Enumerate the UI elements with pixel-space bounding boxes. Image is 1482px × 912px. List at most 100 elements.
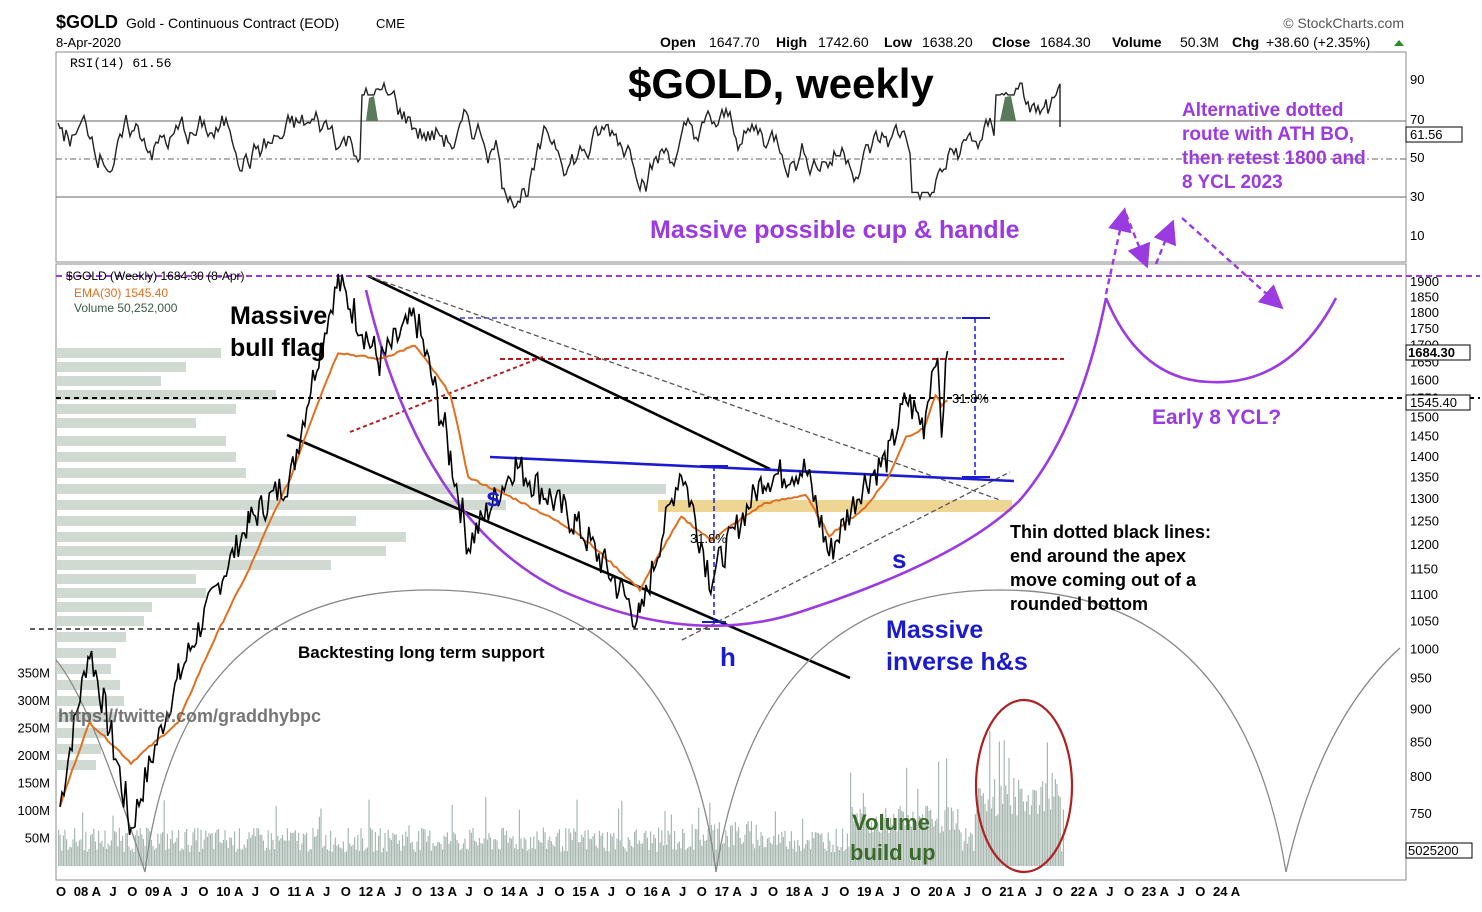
x-tick-label: O (127, 884, 137, 899)
rsi-tick-10: 10 (1410, 228, 1424, 243)
left-shoulder-label: s (486, 482, 500, 512)
x-tick-label: J (537, 884, 544, 899)
price-tick-label: 1500 (1410, 409, 1439, 424)
x-tick-label: J (608, 884, 615, 899)
ema-line (59, 344, 948, 808)
price-tick-label: 1450 (1410, 429, 1439, 444)
x-tick-label: J (750, 884, 757, 899)
x-tick-label: O (626, 884, 636, 899)
x-tick-label: A (661, 884, 671, 899)
volume-tick-label: 50M (25, 831, 50, 846)
high-value: 1742.60 (818, 34, 869, 50)
price-tick-label: 800 (1410, 769, 1432, 784)
x-tick-label: 10 (216, 884, 230, 899)
close-value: 1684.30 (1040, 34, 1091, 50)
price-tick-label: 1050 (1410, 613, 1439, 628)
alt-route-line-4: 8 YCL 2023 (1182, 172, 1283, 193)
bull-flag-line-2: bull flag (230, 334, 326, 362)
price-tick-label: 1400 (1410, 449, 1439, 464)
price-tick-label: 1600 (1410, 372, 1439, 387)
low-value: 1638.20 (922, 34, 973, 50)
volume-tick-label: 100M (17, 803, 50, 818)
x-tick-label: 11 (287, 884, 301, 899)
x-tick-label: O (270, 884, 280, 899)
x-tick-label: 14 (501, 884, 516, 899)
volume-buildup-circle (974, 698, 1074, 874)
low-label: Low (884, 34, 912, 50)
price-tick-label: 900 (1410, 702, 1432, 717)
x-tick-label: O (839, 884, 849, 899)
x-tick-label: A (234, 884, 244, 899)
x-tick-label: J (465, 884, 472, 899)
thin-dotted-line-3: move coming out of a (1010, 570, 1197, 590)
x-tick-label: J (394, 884, 401, 899)
close-label: Close (992, 34, 1030, 50)
price-tag: 1684.30 (1408, 345, 1455, 360)
volume-legend: Volume 50,252,000 (74, 301, 178, 315)
x-tick-label: O (1053, 884, 1063, 899)
exchange: CME (376, 16, 405, 31)
x-tick-label: A (804, 884, 814, 899)
rsi-tick-50: 50 (1410, 150, 1424, 165)
x-tick-label: J (181, 884, 188, 899)
volume-axis: 350M 300M 250M 200M 150M 100M 50M (17, 666, 50, 846)
volume-value: 50.3M (1180, 34, 1219, 50)
price-tick-label: 1100 (1410, 587, 1438, 602)
description: Gold - Continuous Contract (EOD) (126, 15, 339, 31)
x-tick-label: A (590, 884, 600, 899)
x-tick-label: 17 (715, 884, 729, 899)
high-label: High (776, 34, 807, 50)
price-tick-label: 1350 (1410, 470, 1439, 485)
alt-route-line-3: then retest 1800 and (1182, 148, 1366, 169)
x-tick-label: A (163, 884, 173, 899)
x-tick-label: 15 (572, 884, 586, 899)
inverse-hs-line-2: inverse h&s (886, 648, 1028, 676)
x-tick-label: J (252, 884, 259, 899)
inverse-hs-label: Massive inverse h&s (886, 616, 1028, 676)
handle-curve (1104, 297, 1338, 384)
support-band (658, 500, 1012, 512)
volume-tick-label: 300M (17, 693, 50, 708)
x-tick-label: A (1088, 884, 1098, 899)
x-tick-label: 21 (999, 884, 1013, 899)
x-tick-label: O (341, 884, 351, 899)
head-label: h (720, 642, 736, 672)
fib-right-label: 31.8% (952, 391, 989, 406)
x-tick-label: O (198, 884, 208, 899)
bull-flag-label: Massive bull flag (230, 302, 327, 362)
chart-title: $GOLD, weekly (628, 60, 934, 107)
thin-dotted-note: Thin dotted black lines: end around the … (1010, 522, 1211, 614)
volume-buildup-label: Volume build up (850, 810, 936, 865)
price-tick-label: 1800 (1410, 305, 1439, 320)
fib-left-label: 31.8% (690, 531, 727, 546)
rsi-tick-70: 70 (1410, 112, 1424, 127)
inverse-hs-line-1: Massive (886, 616, 983, 644)
thin-dotted-line-4: rounded bottom (1010, 594, 1148, 614)
open-value: 1647.70 (709, 34, 760, 50)
price-tick-label: 950 (1410, 671, 1432, 686)
x-tick-label: O (768, 884, 778, 899)
alternative-route-note: Alternative dotted route with ATH BO, th… (1182, 100, 1366, 193)
price-tick-label: 1300 (1410, 491, 1439, 506)
cup-curve (364, 289, 1108, 628)
thin-dotted-line-1: Thin dotted black lines: (1010, 522, 1211, 542)
symbol: $GOLD (56, 12, 118, 32)
x-tick-label: J (323, 884, 330, 899)
price-tick-label: 1200 (1410, 537, 1439, 552)
x-tick-label: A (875, 884, 885, 899)
x-tick-label: O (1124, 884, 1134, 899)
x-tick-label: 19 (857, 884, 871, 899)
x-tick-label: 20 (928, 884, 942, 899)
open-label: Open (660, 34, 696, 50)
x-tick-label: 23 (1142, 884, 1156, 899)
up-triangle-icon (1394, 40, 1404, 46)
rsi-current-tag: 61.56 (1410, 127, 1443, 142)
x-tick-label: J (679, 884, 686, 899)
x-tick-label: A (732, 884, 742, 899)
x-tick-label: A (92, 884, 102, 899)
x-tick-label: A (376, 884, 386, 899)
x-tick-label: J (109, 884, 116, 899)
x-tick-label: O (697, 884, 707, 899)
thin-dotted-line-2: end around the apex (1010, 546, 1186, 566)
x-tick-label: A (1231, 884, 1241, 899)
